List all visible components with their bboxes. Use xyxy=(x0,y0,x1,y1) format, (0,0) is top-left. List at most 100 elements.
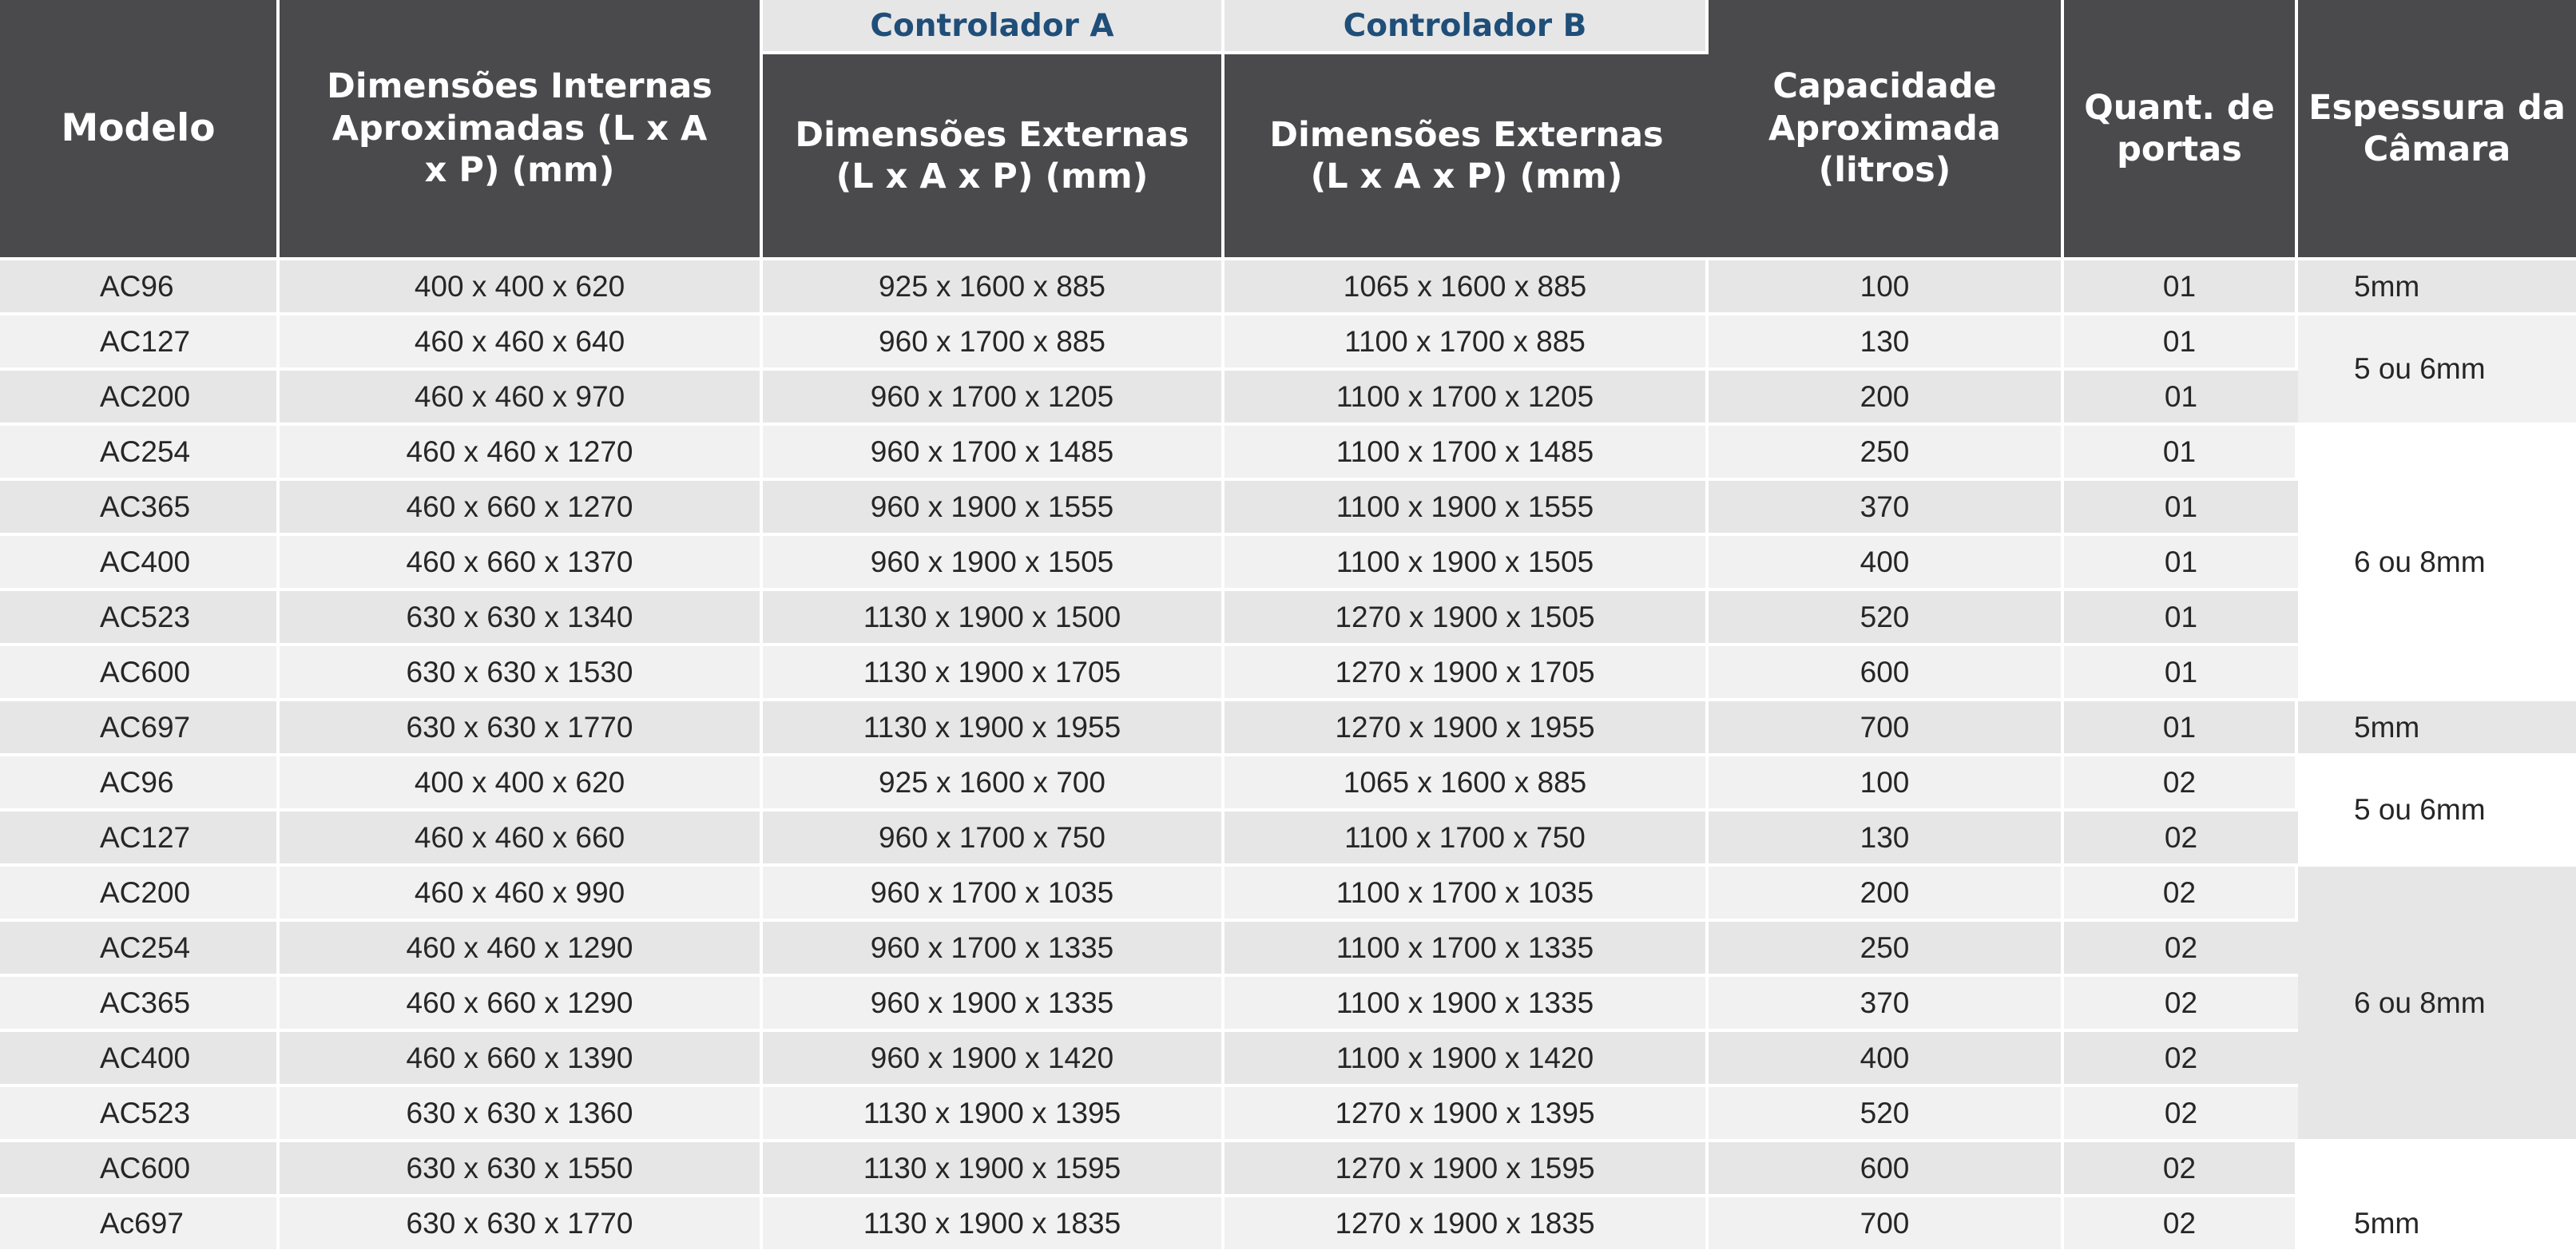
header-controlador-a: Controlador A xyxy=(763,0,1224,54)
table-body: AC96 400 x 400 x 620 925 x 1600 x 885 10… xyxy=(0,260,2576,1252)
cell-internas: 630 x 630 x 1770 xyxy=(280,701,763,756)
cell-externas-a: 960 x 1700 x 1205 xyxy=(763,371,1224,426)
table-row: AC127 460 x 460 x 660 960 x 1700 x 750 1… xyxy=(0,812,2576,867)
cell-externas-a: 1130 x 1900 x 1955 xyxy=(763,701,1224,756)
cell-capacidade: 100 xyxy=(1709,756,2064,812)
cell-externas-b: 1270 x 1900 x 1395 xyxy=(1224,1087,1709,1142)
cell-externas-b: 1100 x 1700 x 1335 xyxy=(1224,922,1709,977)
cell-externas-b: 1100 x 1700 x 1205 xyxy=(1224,371,1709,426)
cell-internas: 460 x 460 x 990 xyxy=(280,867,763,922)
cell-espessura xyxy=(2298,1142,2576,1197)
cell-capacidade: 400 xyxy=(1709,1032,2064,1087)
cell-externas-a: 960 x 1700 x 1335 xyxy=(763,922,1224,977)
cell-espessura: 5 ou 6mm xyxy=(2298,756,2576,867)
cell-modelo: AC400 xyxy=(0,536,280,591)
table-header: Modelo Dimensões Internas Aproximadas (L… xyxy=(0,0,2576,260)
cell-espessura: 5mm xyxy=(2298,701,2576,756)
table-row: AC200 460 x 460 x 970 960 x 1700 x 1205 … xyxy=(0,371,2576,426)
cell-portas: 01 xyxy=(2064,646,2298,701)
table-row: AC254 460 x 460 x 1270 960 x 1700 x 1485… xyxy=(0,426,2576,701)
cell-externas-b: 1270 x 1900 x 1505 xyxy=(1224,591,1709,646)
cell-externas-b: 1270 x 1900 x 1835 xyxy=(1224,1197,1709,1252)
cell-externas-a: 1130 x 1900 x 1500 xyxy=(763,591,1224,646)
cell-externas-b: 1270 x 1900 x 1955 xyxy=(1224,701,1709,756)
cell-externas-a: 960 x 1700 x 1035 xyxy=(763,867,1224,922)
header-capacidade: Capacidade Aproximada (litros) xyxy=(1709,0,2064,260)
cell-modelo: AC697 xyxy=(0,701,280,756)
cell-capacidade: 370 xyxy=(1709,481,2064,536)
cell-portas: 01 xyxy=(2064,426,2298,481)
cell-externas-a: 1130 x 1900 x 1835 xyxy=(763,1197,1224,1252)
cell-externas-b: 1100 x 1700 x 885 xyxy=(1224,315,1709,371)
cell-modelo: AC254 xyxy=(0,922,280,977)
cell-externas-b: 1100 x 1900 x 1555 xyxy=(1224,481,1709,536)
cell-portas: 02 xyxy=(2064,1142,2298,1197)
cell-modelo: AC96 xyxy=(0,756,280,812)
cell-capacidade: 100 xyxy=(1709,260,2064,315)
cell-capacidade: 700 xyxy=(1709,1197,2064,1252)
cell-externas-a: 1130 x 1900 x 1395 xyxy=(763,1087,1224,1142)
cell-internas: 460 x 460 x 1270 xyxy=(280,426,763,481)
cell-externas-a: 960 x 1700 x 750 xyxy=(763,812,1224,867)
cell-externas-b: 1065 x 1600 x 885 xyxy=(1224,756,1709,812)
header-externas-b: Dimensões Externas (L x A x P) (mm) xyxy=(1224,54,1709,260)
cell-capacidade: 400 xyxy=(1709,536,2064,591)
cell-internas: 460 x 460 x 970 xyxy=(280,371,763,426)
cell-internas: 630 x 630 x 1340 xyxy=(280,591,763,646)
table-row: Ac697 630 x 630 x 1770 1130 x 1900 x 183… xyxy=(0,1197,2576,1252)
cell-externas-b: 1100 x 1900 x 1420 xyxy=(1224,1032,1709,1087)
cell-externas-b: 1065 x 1600 x 885 xyxy=(1224,260,1709,315)
cell-capacidade: 600 xyxy=(1709,1142,2064,1197)
cell-externas-b: 1100 x 1700 x 1485 xyxy=(1224,426,1709,481)
cell-externas-b: 1100 x 1900 x 1505 xyxy=(1224,536,1709,591)
cell-externas-b: 1100 x 1700 x 1035 xyxy=(1224,867,1709,922)
cell-externas-a: 960 x 1900 x 1420 xyxy=(763,1032,1224,1087)
cell-portas: 02 xyxy=(2064,922,2298,977)
table-row: AC254 460 x 460 x 1290 960 x 1700 x 1335… xyxy=(0,922,2576,977)
cell-externas-b: 1270 x 1900 x 1595 xyxy=(1224,1142,1709,1197)
cell-modelo: AC200 xyxy=(0,867,280,922)
cell-portas: 02 xyxy=(2064,867,2298,922)
cell-portas: 01 xyxy=(2064,701,2298,756)
cell-internas: 630 x 630 x 1360 xyxy=(280,1087,763,1142)
cell-portas: 01 xyxy=(2064,371,2298,426)
cell-internas: 630 x 630 x 1770 xyxy=(280,1197,763,1252)
cell-portas: 01 xyxy=(2064,315,2298,371)
cell-modelo: AC96 xyxy=(0,260,280,315)
cell-externas-a: 960 x 1900 x 1555 xyxy=(763,481,1224,536)
cell-portas: 02 xyxy=(2064,756,2298,812)
table-row: AC400 460 x 660 x 1370 960 x 1900 x 1505… xyxy=(0,536,2576,591)
cell-capacidade: 130 xyxy=(1709,812,2064,867)
table-row: AC523 630 x 630 x 1360 1130 x 1900 x 139… xyxy=(0,1087,2576,1142)
cell-modelo: AC400 xyxy=(0,1032,280,1087)
cell-externas-b: 1270 x 1900 x 1705 xyxy=(1224,646,1709,701)
cell-modelo: AC600 xyxy=(0,646,280,701)
cell-modelo: AC127 xyxy=(0,315,280,371)
cell-externas-a: 960 x 1700 x 885 xyxy=(763,315,1224,371)
table-row: AC400 460 x 660 x 1390 960 x 1900 x 1420… xyxy=(0,1032,2576,1087)
cell-espessura: 5 ou 6mm xyxy=(2298,315,2576,426)
table-row: AC127 460 x 460 x 640 960 x 1700 x 885 1… xyxy=(0,315,2576,426)
header-controlador-b: Controlador B xyxy=(1224,0,1709,54)
cell-modelo: AC200 xyxy=(0,371,280,426)
header-internas: Dimensões Internas Aproximadas (L x A x … xyxy=(280,0,763,260)
cell-externas-a: 925 x 1600 x 700 xyxy=(763,756,1224,812)
table-row: AC96 400 x 400 x 620 925 x 1600 x 885 10… xyxy=(0,260,2576,315)
cell-internas: 630 x 630 x 1530 xyxy=(280,646,763,701)
header-modelo: Modelo xyxy=(0,0,280,260)
cell-modelo: AC523 xyxy=(0,1087,280,1142)
header-espessura: Espessura da Câmara xyxy=(2298,0,2576,260)
cell-portas: 02 xyxy=(2064,812,2298,867)
cell-capacidade: 250 xyxy=(1709,426,2064,481)
cell-espessura: 5mm xyxy=(2298,260,2576,315)
cell-internas: 400 x 400 x 620 xyxy=(280,756,763,812)
cell-externas-b: 1100 x 1700 x 750 xyxy=(1224,812,1709,867)
cell-espessura: 6 ou 8mm xyxy=(2298,426,2576,701)
cell-externas-a: 925 x 1600 x 885 xyxy=(763,260,1224,315)
cell-capacidade: 520 xyxy=(1709,1087,2064,1142)
header-externas-a: Dimensões Externas (L x A x P) (mm) xyxy=(763,54,1224,260)
table-row: AC600 630 x 630 x 1550 1130 x 1900 x 159… xyxy=(0,1142,2576,1197)
table-row: AC200 460 x 460 x 990 960 x 1700 x 1035 … xyxy=(0,867,2576,1142)
cell-internas: 460 x 460 x 660 xyxy=(280,812,763,867)
